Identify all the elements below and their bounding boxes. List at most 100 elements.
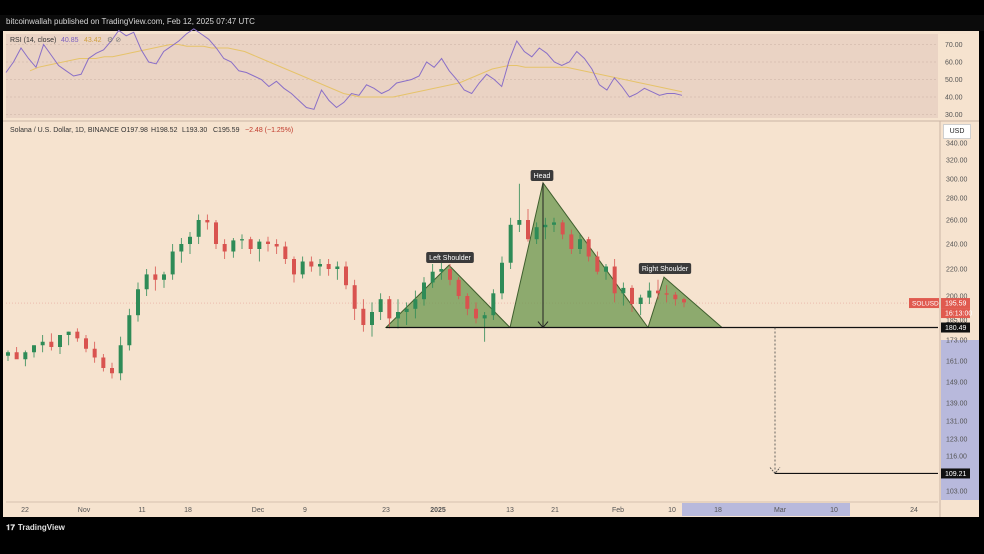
candle-body [474,308,478,319]
price-y-axis[interactable]: 340.00 320.00 300.00 280.00 260.00 240.00 220.… [939,121,979,517]
candle-body [110,368,114,374]
price-tick-label: 240.00 [946,242,968,249]
candle-body [543,224,548,228]
candle-body [673,294,678,300]
time-tick-label: 13 [506,507,514,514]
currency-button[interactable]: USD [943,124,971,139]
candle-body [75,331,80,339]
candle-body [638,297,643,304]
last-price-badge-bg [941,298,970,309]
candle-body [214,222,218,244]
time-tick-label: 21 [551,507,559,514]
candle-body [335,266,340,269]
price-tick-label: 320.00 [946,158,968,165]
candle-body [196,220,201,237]
price-tick-label: 340.00 [946,141,968,148]
candle-body [612,266,617,294]
candle-body [396,312,400,319]
candle-body [387,299,392,319]
rsi-tick-label: 60.00 [945,60,963,67]
time-tick-label: 18 [714,507,722,514]
symbol-tag-bg [909,298,939,309]
publisher-text: bitcoinwallah published on TradingView.c… [6,17,255,26]
candle-body [170,251,175,275]
candle-body [266,241,270,244]
candle-body [14,352,19,360]
rsi-tick-label: 50.00 [945,77,963,84]
price-tick-label: 116.00 [946,454,967,461]
price-tick-label: 139.00 [946,401,968,408]
rsi-ma-value: 43.42 [84,37,102,44]
rsi-gridlines [6,44,938,115]
head-triangle [509,181,649,329]
candles [6,183,686,381]
candle-body [240,239,244,241]
candle-body [430,271,435,283]
footer-bar: 𝟏𝟕 TradingView [0,520,984,538]
candle-body [344,266,348,286]
candle-body [508,224,513,263]
candle-body [326,264,331,269]
candle-body [361,308,366,325]
candle-body [352,285,357,309]
candle-body [49,341,54,347]
candle-body [456,279,461,296]
candle-body [664,293,669,295]
rsi-line [5,28,683,110]
rsi-background [6,34,938,118]
ohlc-low: L193.30 [182,127,207,134]
candle-body [569,234,574,249]
candle-body [534,227,539,240]
candle-body [153,274,158,280]
tradingview-brand[interactable]: 𝟏𝟕 TradingView [6,523,65,533]
candle-body [647,290,652,298]
candle-body [92,348,97,358]
time-tick-label: Dec [252,507,265,514]
candle-body [32,345,36,353]
ohlc-close: C195.59 [213,127,240,134]
time-tick-label: 9 [303,507,307,514]
price-tick-label: 200.00 [946,294,968,301]
price-tick-label: 149.00 [946,380,968,387]
candle-body [439,269,444,272]
time-tick-label: 24 [910,507,918,514]
time-tick-label: Feb [612,507,624,514]
candle-body [604,266,608,272]
right-shoulder-label: Right Shoulder [642,266,689,273]
rsi-settings-icon[interactable]: ⚙ ⊘ [107,36,121,44]
price-tick-label: 131.00 [946,419,968,426]
rsi-tick-label: 70.00 [945,42,963,49]
candle-body [257,241,262,249]
candle-body [656,290,660,294]
candle-body [309,261,314,267]
candle-body [621,287,626,294]
candle-body [404,308,409,312]
time-range-highlight [682,503,850,516]
candle-body [274,244,279,247]
candle-body [552,222,556,225]
pattern-annotations: Left Shoulder Head Right Shoulder [386,170,938,475]
candle-body [300,261,305,275]
price-badges: 195.59 16:13:00 180.49 109.21 SOLUSD [909,298,972,479]
candle-body [248,239,253,249]
countdown-badge: 16:13:00 [945,311,972,318]
symbol-tag: SOLUSD [912,301,939,308]
tradingview-logo-icon: 𝟏𝟕 [6,523,15,532]
price-tick-label: 173.00 [946,338,968,345]
candle-body [179,244,184,252]
price-tick-label: 260.00 [946,218,968,225]
candle-body [318,264,322,267]
time-tick-label: 18 [184,507,192,514]
candle-body [292,259,296,275]
candle-body [422,282,426,300]
time-x-axis[interactable]: 22 Nov 11 18 Dec 9 23 2025 13 21 Feb 10 18 Mar 10 24 [6,501,938,516]
candle-body [491,293,496,316]
ohlc-open: O197.98 [121,127,148,134]
target-badge: 109.21 [945,471,967,478]
candle-body [6,352,10,356]
target-badge-bg [941,468,970,479]
time-tick-label: Mar [774,507,787,514]
time-tick-label: Nov [78,507,91,514]
time-tick-label: 10 [830,507,838,514]
